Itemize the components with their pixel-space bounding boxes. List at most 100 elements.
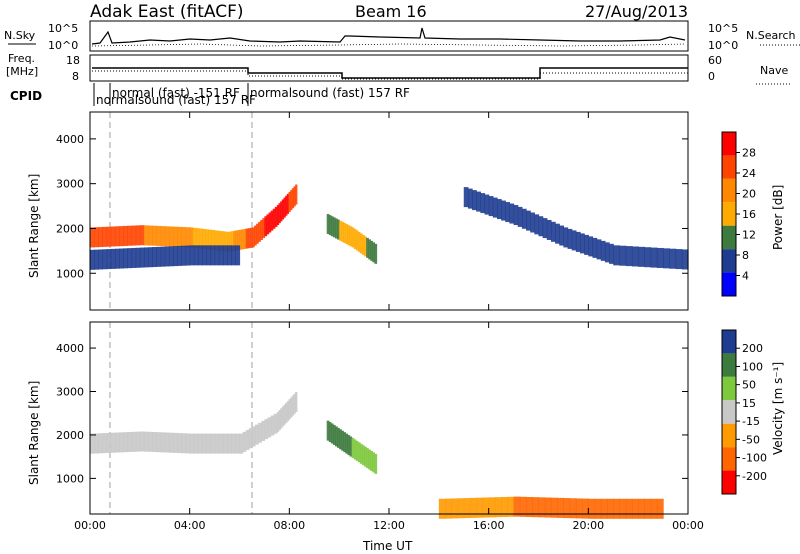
echo-cell	[197, 245, 203, 266]
cpid-entry-3: normalsound (fast) 157 RF	[96, 93, 256, 107]
time-axis-label: Time UT	[362, 539, 413, 553]
echo-cell	[476, 497, 484, 518]
echo-cell	[335, 218, 338, 239]
echo-cell	[222, 245, 228, 266]
echo-cell	[177, 245, 182, 266]
echo-cell	[526, 210, 531, 231]
cpid-row: CPID normal (fast) -151 RF normalsound (…	[10, 83, 410, 107]
echo-cell	[98, 433, 104, 454]
echo-cell	[148, 247, 153, 268]
nsearch-tick-bottom: 10^0	[708, 39, 738, 52]
freq-tick-bottom: 8	[72, 70, 79, 83]
echo-cell	[181, 227, 187, 248]
echo-cell	[202, 245, 207, 266]
echo-cell	[260, 219, 263, 240]
colorbar-tick-label: 50	[742, 379, 756, 392]
echo-cell	[330, 216, 334, 237]
echo-cell	[569, 498, 577, 519]
echo-cell	[534, 214, 540, 235]
power-plot-area	[90, 112, 688, 310]
echo-cell	[291, 188, 295, 209]
echo-cell	[326, 420, 330, 441]
echo-cell	[231, 231, 234, 252]
echo-cell	[492, 197, 498, 218]
colorbar-tick-label: -200	[742, 470, 767, 483]
echo-cell	[364, 446, 367, 467]
echo-cell	[210, 245, 216, 266]
echo-cell	[588, 236, 594, 257]
echo-cell	[110, 226, 116, 247]
velocity-colorbar: 200 100 50 15 -15 -50 -100 -200 Velocity [m s⁻¹…	[721, 329, 785, 495]
echo-cell	[195, 228, 200, 249]
echo-cell	[127, 225, 133, 246]
echo-cell	[355, 440, 359, 461]
echo-cell	[143, 431, 149, 452]
echo-cell	[214, 230, 219, 251]
echo-cell	[106, 249, 112, 270]
echo-cell	[156, 246, 162, 267]
echo-cell	[625, 498, 633, 519]
echo-cell	[123, 225, 128, 246]
echo-cell	[362, 445, 365, 466]
echo-cell	[90, 433, 95, 454]
power-panel: 1000 2000 3000 4000 Slant Range [km]	[27, 111, 689, 311]
echo-cell	[173, 246, 178, 267]
echo-cell	[530, 212, 535, 233]
echo-cell	[563, 498, 571, 519]
echo-cell	[242, 431, 247, 452]
echo-cell	[280, 201, 283, 222]
date-label: 27/Aug/2013	[585, 2, 688, 21]
echo-cell	[285, 195, 288, 216]
freq-trace	[92, 67, 688, 79]
echo-cell	[110, 248, 116, 269]
echo-cell	[513, 496, 521, 517]
echo-cell	[156, 432, 162, 453]
echo-cell	[281, 406, 285, 427]
echo-cell	[542, 218, 548, 239]
echo-cell	[160, 226, 166, 247]
echo-cell	[114, 226, 120, 247]
echo-cell	[199, 228, 203, 249]
echo-cell	[555, 223, 560, 244]
echo-cell	[248, 428, 253, 449]
echo-cell	[374, 243, 378, 264]
echo-cell	[507, 496, 515, 517]
echo-cell	[218, 433, 224, 454]
echo-cell	[123, 432, 128, 453]
echo-cell	[283, 404, 286, 425]
echo-cell	[517, 206, 523, 227]
echo-cell	[143, 225, 149, 246]
echo-cell	[374, 453, 378, 474]
echo-cell	[337, 427, 340, 448]
echo-cell	[237, 230, 241, 251]
echo-cell	[372, 452, 376, 473]
echo-cell	[152, 225, 158, 246]
echo-cell	[480, 193, 486, 214]
echo-cell	[152, 247, 158, 268]
echo-cell	[247, 228, 251, 249]
echo-cell	[243, 228, 247, 249]
echo-cell	[181, 245, 187, 266]
colorbar-tick-label: -100	[742, 452, 767, 465]
echo-cell	[106, 432, 112, 453]
echo-cell	[600, 240, 606, 261]
colorbar-tick-label: 28	[742, 147, 756, 160]
echo-cell	[357, 231, 361, 252]
echo-cell	[197, 433, 203, 454]
velocity-ylabel: Slant Range [km]	[27, 381, 41, 485]
velocity-panel: 1000 2000 3000 4000 00:00 04:00 08:00 12:00 16:…	[27, 321, 704, 553]
echo-cell	[285, 402, 288, 423]
echo-cell	[505, 202, 511, 223]
echo-cell	[575, 231, 581, 252]
echo-cell	[160, 246, 166, 267]
x-tick-label: 16:00	[473, 519, 505, 532]
echo-cell	[650, 247, 658, 268]
echo-cell	[220, 231, 225, 252]
echo-cell	[351, 227, 355, 248]
echo-cell	[370, 240, 373, 261]
echo-cell	[349, 436, 353, 457]
echo-cell	[206, 245, 212, 266]
echo-cell	[262, 218, 266, 239]
echo-cell	[286, 193, 290, 214]
